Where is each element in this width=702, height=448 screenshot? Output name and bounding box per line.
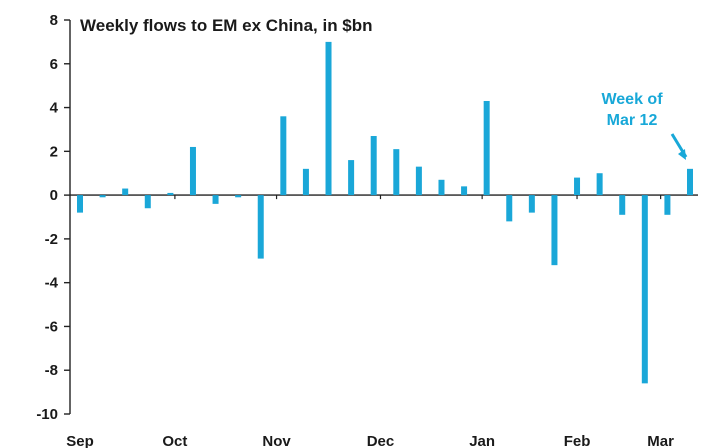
bar (348, 160, 355, 196)
annotation-arrow-head (678, 149, 686, 160)
y-tick-label: 6 (50, 56, 58, 73)
bar (641, 195, 648, 384)
x-tick-label: Oct (162, 433, 187, 448)
bar (189, 146, 196, 196)
y-tick-label: -10 (36, 406, 58, 423)
chart-title: Weekly flows to EM ex China, in $bn (80, 16, 373, 35)
y-tick-label: 2 (50, 143, 58, 160)
bar (483, 100, 490, 196)
bar (280, 116, 287, 196)
bar (122, 188, 129, 196)
bars-layer (77, 41, 693, 384)
y-tick-label: 0 (50, 187, 58, 204)
axes-layer (64, 19, 698, 415)
bar (438, 179, 445, 196)
bar (77, 195, 83, 213)
bar (393, 149, 400, 196)
bar (687, 168, 693, 196)
x-tick-label: Sep (66, 433, 94, 448)
y-tick-label: -4 (45, 275, 59, 292)
bar (99, 195, 106, 198)
bar (167, 192, 174, 196)
x-tick-label: Mar (647, 433, 674, 448)
bar (574, 177, 581, 196)
annotation-text: Week of (601, 91, 663, 108)
y-tick-label: -8 (45, 362, 58, 379)
y-tick-label: 4 (50, 100, 59, 117)
annotation-layer: Week of Mar 12 (601, 91, 688, 160)
x-tick-label: Dec (367, 433, 395, 448)
y-tick-label: 8 (50, 12, 58, 29)
bar (619, 195, 626, 215)
bar (325, 41, 332, 196)
bar (461, 186, 468, 196)
bar (528, 195, 535, 213)
bar (664, 195, 671, 215)
bar (596, 173, 603, 196)
x-tick-label: Feb (564, 433, 591, 448)
bar (302, 168, 309, 196)
x-tick-label: Nov (262, 433, 291, 448)
y-tick-label: -6 (45, 318, 58, 335)
bar (144, 195, 151, 209)
bar (212, 195, 219, 204)
bar (506, 195, 513, 222)
bar (235, 195, 242, 198)
y-tick-label: -2 (45, 231, 58, 248)
bar (551, 195, 558, 266)
bar (415, 166, 422, 196)
annotation-text: Mar 12 (607, 112, 658, 129)
labels-layer: 8 6 4 2 0 -2 -4 -6 -8 -10 Sep Oct Nov Dec Jan Feb Mar (36, 12, 674, 448)
bar (257, 195, 264, 259)
bar (370, 136, 377, 196)
x-tick-label: Jan (469, 433, 495, 448)
